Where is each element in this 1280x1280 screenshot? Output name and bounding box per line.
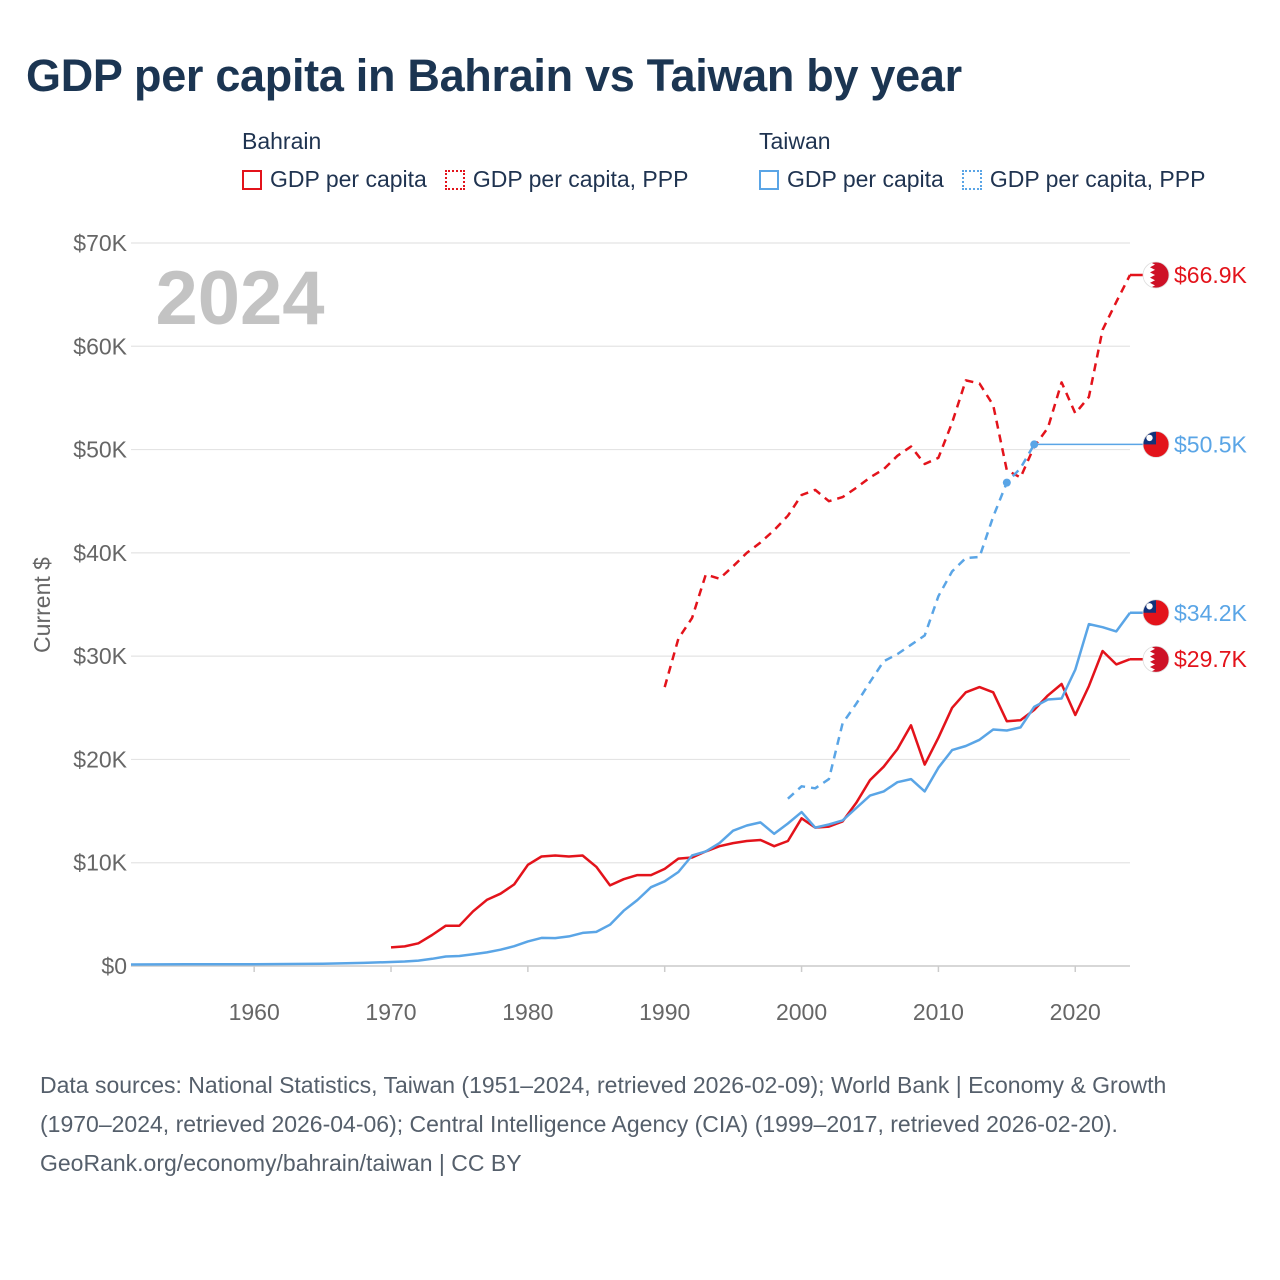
legend-swatch-dotted [961, 169, 982, 190]
series-end-label: $50.5K [1174, 431, 1248, 457]
y-tick-label: $40K [73, 540, 127, 566]
y-tick-label: $60K [73, 333, 127, 359]
line-chart: $0 $10K $20K $30K $40K $50K $60K $70K 1960 1970 19… [29, 230, 1248, 1025]
series-end-label: $34.2K [1174, 600, 1248, 626]
legend-label: GDP per capita, PPP [472, 166, 689, 192]
y-tick-label: $10K [73, 850, 127, 876]
legend-item-taiwan-ppp[interactable]: GDP per capita, PPP [961, 166, 1206, 193]
x-tick-label: 1960 [229, 999, 280, 1025]
taiwan-flag-icon [1142, 599, 1170, 627]
data-sources: Data sources: National Statistics, Taiwa… [40, 1072, 1167, 1137]
legend-label: GDP per capita [787, 166, 944, 192]
legend-country-taiwan: Taiwan [759, 128, 831, 154]
legend-swatch-dotted [444, 169, 465, 190]
credit-link[interactable]: GeoRank.org/economy/bahrain/taiwan | CC … [40, 1150, 522, 1176]
legend-group-bahrain: Bahrain GDP per capita GDP per capita, P… [242, 124, 706, 193]
series-line[interactable] [390, 649, 1131, 949]
x-tick-label: 1970 [365, 999, 416, 1025]
bahrain-flag-icon [1142, 261, 1170, 289]
x-tick-label: 2010 [913, 999, 964, 1025]
bahrain-flag-icon [1142, 645, 1170, 673]
x-tick-label: 1990 [639, 999, 690, 1025]
series-end-label: $29.7K [1174, 646, 1248, 672]
legend-item-bahrain-ppp[interactable]: GDP per capita, PPP [444, 166, 689, 193]
y-tick-label: $0 [101, 953, 127, 979]
series-point-marker[interactable] [1030, 440, 1039, 449]
x-tick-label: 1980 [502, 999, 553, 1025]
legend-item-taiwan-gdp[interactable]: GDP per capita [759, 166, 944, 193]
series-end-label: $66.9K [1174, 262, 1248, 288]
legend-country-bahrain: Bahrain [242, 128, 322, 154]
legend-label: GDP per capita, PPP [989, 166, 1206, 192]
series-line[interactable] [663, 274, 1132, 688]
footer: Data sources: National Statistics, Taiwa… [40, 1066, 1230, 1183]
legend-item-bahrain-gdp[interactable]: GDP per capita [242, 166, 427, 193]
taiwan-flag-icon [1142, 431, 1170, 458]
series-line[interactable] [787, 443, 1036, 800]
legend-label: GDP per capita [270, 166, 427, 192]
series-line[interactable] [130, 612, 1132, 966]
y-tick-label: $70K [73, 230, 127, 256]
y-axis-label: Current $ [29, 557, 55, 653]
legend-group-taiwan: Taiwan GDP per capita GDP per capita, PP… [759, 124, 1223, 193]
y-tick-label: $30K [73, 643, 127, 669]
chart-title: GDP per capita in Bahrain vs Taiwan by y… [26, 50, 962, 101]
year-watermark: 2024 [155, 256, 324, 341]
y-tick-label: $20K [73, 746, 127, 772]
legend-swatch-solid [242, 169, 262, 190]
x-tick-label: 2020 [1050, 999, 1101, 1025]
series-point-marker[interactable] [1002, 478, 1011, 487]
legend-swatch-solid [759, 169, 779, 190]
y-tick-label: $50K [73, 437, 127, 463]
x-tick-label: 2000 [776, 999, 827, 1025]
